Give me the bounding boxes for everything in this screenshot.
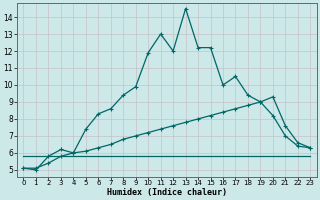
X-axis label: Humidex (Indice chaleur): Humidex (Indice chaleur) (107, 188, 227, 197)
